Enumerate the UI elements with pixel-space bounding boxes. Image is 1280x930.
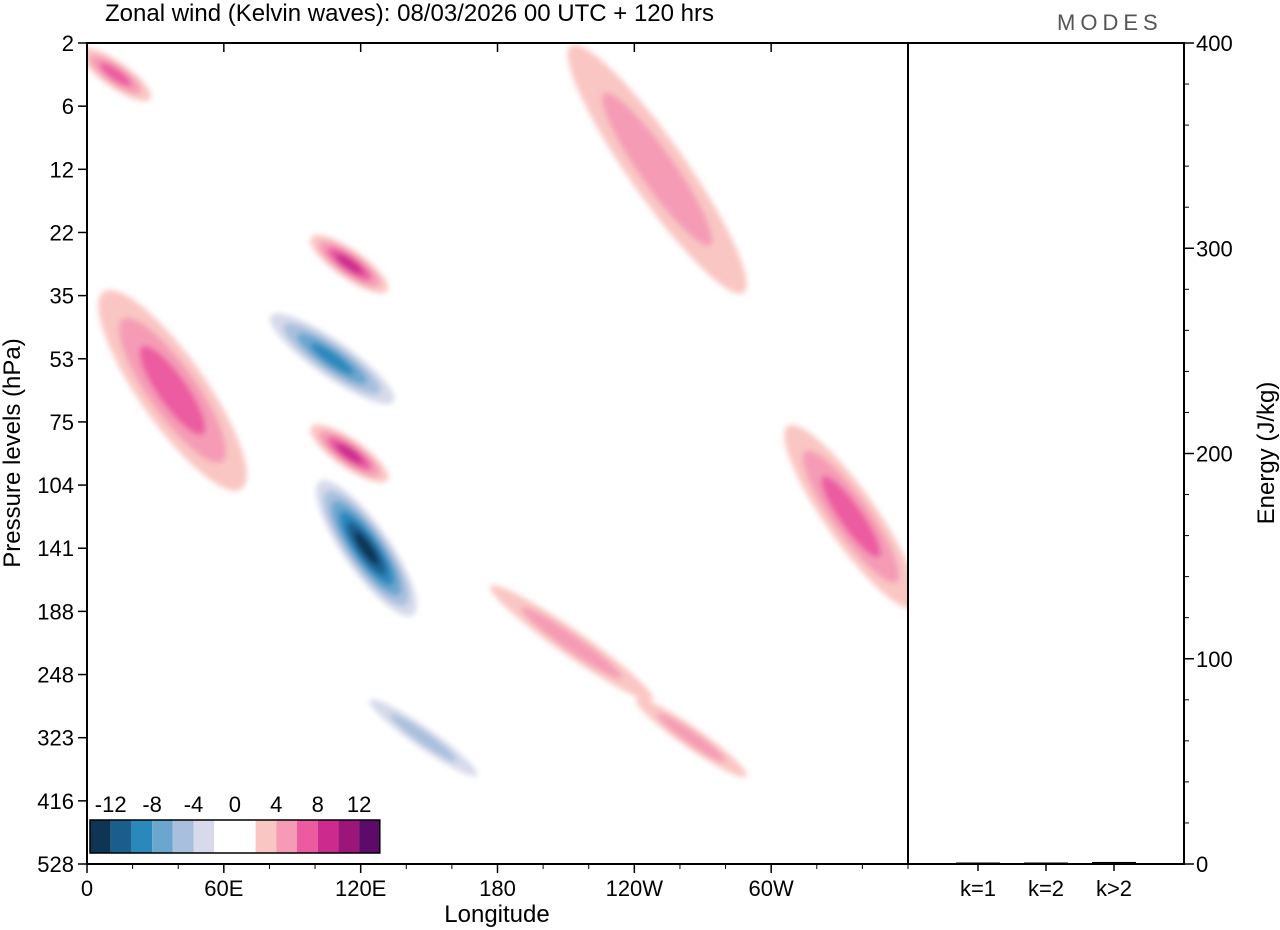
wind-contour [521,607,622,679]
colorbar-swatch [152,820,173,853]
energy-tick-label: 400 [1196,31,1233,56]
wind-contour [821,475,881,558]
energy-tick-label: 200 [1196,442,1233,467]
energy-bar [1024,862,1068,864]
colorbar-swatch [110,820,132,853]
wind-anomaly [567,44,747,294]
wind-anomaly [490,585,653,701]
colorbar-swatch [338,820,360,853]
y-tick-label: 188 [37,599,74,624]
x-axis: 0 60E 120E 180 120W 60W [81,43,909,901]
colorbar-swatch [276,820,297,853]
x-tick-label: 60W [749,876,794,901]
energy-bar [956,862,1000,864]
x-tick-label: 0 [81,876,93,901]
colorbar-label: 0 [229,792,241,817]
energy-tick-label: 300 [1196,236,1233,261]
wind-contour [657,713,726,762]
y-tick-label: 248 [37,663,74,688]
wind-anomaly [316,480,417,617]
wind-anomaly [270,313,395,405]
wind-anomaly [87,48,152,102]
wind-contour [354,531,379,565]
y-tick-label: 323 [37,726,74,751]
energy-bar [1092,861,1136,864]
y-tick-label: 2 [62,31,74,56]
bar-category-label: k=2 [1028,876,1064,901]
wind-anomaly [310,234,389,294]
colorbar-swatch [90,820,111,853]
wind-contour [390,714,457,762]
y-tick-label: 416 [37,789,74,814]
colorbar-swatch [255,820,277,853]
colorbar-swatch [214,820,235,853]
bar-category-label: k=1 [960,876,996,901]
wind-contour [335,443,363,464]
y-axis-title: Pressure levels (hPa) [0,338,26,567]
chart-title: Zonal wind (Kelvin waves): 08/03/2026 00… [105,0,714,27]
wind-anomaly [98,289,247,491]
colorbar-label: 8 [312,792,324,817]
colorbar-label: 4 [270,792,282,817]
colorbar-swatch [193,820,215,853]
y-tick-label: 104 [37,473,74,498]
wind-anomaly [784,424,908,609]
colorbar-label: 12 [347,792,371,817]
wind-anomaly [636,698,747,778]
energy-axis-title: Energy (J/kg) [1253,382,1280,525]
wind-contour [602,92,713,246]
bar-category-label: k>2 [1096,876,1132,901]
colorbar-swatch [359,820,380,853]
y-tick-label: 141 [37,536,74,561]
colorbar-label: -4 [184,792,204,817]
y-tick-label: 35 [50,284,74,309]
energy-tick-label: 0 [1196,852,1208,877]
y-tick-label: 75 [50,410,74,435]
wind-contour [335,253,363,275]
wind-anomaly [310,424,389,483]
x-tick-label: 120E [335,876,386,901]
wind-field [87,44,908,778]
colorbar-swatch [297,820,318,853]
y-tick-label: 22 [50,220,74,245]
y-tick-label: 6 [62,94,74,119]
wind-contour [310,343,354,375]
energy-bars: k=1 k=2 k>2 [956,861,1136,901]
colorbar-swatch [131,820,153,853]
y-axis: 2 6 12 22 35 53 75 104 141 188 248 323 416 528 [37,31,87,877]
colorbar-swatch [317,820,339,853]
colorbar-label: -12 [95,792,127,817]
wind-anomaly [369,699,478,777]
x-tick-label: 180 [479,876,516,901]
wind-contour [139,345,206,435]
colorbar: -12 -8 -4 0 4 8 12 [89,792,381,854]
colorbar-swatch [172,820,194,853]
y-tick-label: 12 [50,157,74,182]
y-tick-label: 528 [37,852,74,877]
x-tick-label: 120W [606,876,664,901]
x-tick-label: 60E [204,876,243,901]
energy-tick-label: 100 [1196,647,1233,672]
colorbar-swatch [234,820,256,853]
x-axis-title: Longitude [444,901,549,928]
colorbar-label: -8 [142,792,162,817]
colorbar-frame [89,819,381,854]
energy-axis: 0 100 200 300 400 [1184,31,1233,877]
brand-logo: MODES [1057,10,1163,35]
y-tick-label: 53 [50,347,74,372]
energy-plot-frame [907,42,1185,865]
wind-contour [99,62,132,87]
